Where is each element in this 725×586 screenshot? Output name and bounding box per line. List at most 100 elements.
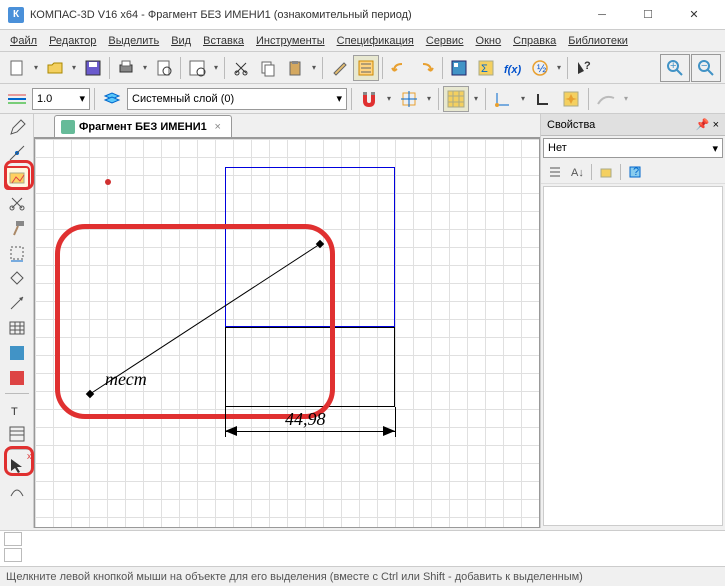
paste-button[interactable]	[282, 55, 308, 81]
sort-az-button[interactable]: A↓	[567, 162, 587, 182]
cut-button[interactable]	[228, 55, 254, 81]
sketch-dropdown[interactable]: ▾	[621, 94, 631, 103]
folder-button[interactable]	[596, 162, 616, 182]
menu-view[interactable]: Вид	[165, 33, 197, 49]
menu-file[interactable]: Файл	[4, 33, 43, 49]
select-tool[interactable]: x	[4, 453, 30, 477]
title-text: КОМПАС-3D V16 x64 - Фрагмент БЕЗ ИМЕНИ1 …	[30, 9, 579, 21]
line-weight-combo[interactable]: 1.0▾	[32, 88, 90, 110]
app-icon: К	[8, 7, 24, 23]
param-tool[interactable]	[4, 241, 30, 265]
status-text: Щелкните левой кнопкой мыши на объекте д…	[6, 571, 583, 583]
cmd-btn-2[interactable]	[4, 548, 22, 562]
menu-window[interactable]: Окно	[470, 33, 508, 49]
arrow-tool[interactable]	[4, 291, 30, 315]
sort-cat-button[interactable]	[545, 162, 565, 182]
snap-button[interactable]	[396, 86, 422, 112]
spec-tool[interactable]	[4, 422, 30, 446]
new-dropdown[interactable]: ▾	[31, 63, 41, 72]
svg-text:Σ: Σ	[481, 63, 488, 75]
undo-button[interactable]	[386, 55, 412, 81]
drawing-canvas[interactable]: тест 44,98	[34, 138, 540, 528]
close-button[interactable]: ✕	[671, 0, 717, 30]
text-tool[interactable]: T	[4, 397, 30, 421]
canvas-wrap: Фрагмент БЕЗ ИМЕНИ1 × тест 44,98	[34, 114, 540, 528]
paste-dropdown[interactable]: ▾	[309, 63, 319, 72]
manager-button[interactable]	[446, 55, 472, 81]
left-toolbar: T x	[0, 114, 34, 528]
curve-tool[interactable]	[4, 478, 30, 502]
zoom-out-button[interactable]: −	[691, 54, 721, 82]
panel-close-button[interactable]: ×	[713, 119, 719, 131]
info-button[interactable]: ?	[625, 162, 645, 182]
pin-icon[interactable]: 📌	[696, 119, 710, 131]
num1-dropdown[interactable]: ▾	[554, 63, 564, 72]
dim-arrow-right	[383, 426, 395, 436]
magnet-dropdown[interactable]: ▾	[384, 94, 394, 103]
num1-button[interactable]: ½	[527, 55, 553, 81]
minimize-button[interactable]: ─	[579, 0, 625, 30]
point-tool[interactable]	[4, 141, 30, 165]
dimension-tool[interactable]	[4, 166, 30, 190]
list-button[interactable]	[353, 55, 379, 81]
svg-text:f(x): f(x)	[504, 64, 521, 76]
menu-libs[interactable]: Библиотеки	[562, 33, 634, 49]
properties-button[interactable]	[184, 55, 210, 81]
copy-button[interactable]	[255, 55, 281, 81]
print-button[interactable]	[113, 55, 139, 81]
open-button[interactable]	[42, 55, 68, 81]
statusbar: Щелкните левой кнопкой мыши на объекте д…	[0, 566, 725, 586]
menu-help[interactable]: Справка	[507, 33, 562, 49]
brush-button[interactable]	[326, 55, 352, 81]
menu-spec[interactable]: Спецификация	[331, 33, 420, 49]
magnet-button[interactable]	[356, 86, 382, 112]
open-dropdown[interactable]: ▾	[69, 63, 79, 72]
maximize-button[interactable]: ☐	[625, 0, 671, 30]
red-tool[interactable]	[4, 366, 30, 390]
svg-text:+: +	[670, 60, 676, 72]
measure-tool[interactable]	[4, 266, 30, 290]
layers-button[interactable]	[99, 86, 125, 112]
coord-dropdown[interactable]: ▾	[518, 94, 528, 103]
help-button[interactable]: ?	[571, 55, 597, 81]
save-button[interactable]	[80, 55, 106, 81]
snap-dropdown[interactable]: ▾	[424, 94, 434, 103]
dim-text: 44,98	[285, 409, 326, 430]
properties-toolbar: A↓ ?	[541, 160, 725, 184]
fx-button[interactable]: f(x)	[500, 55, 526, 81]
menu-insert[interactable]: Вставка	[197, 33, 250, 49]
tab-icon	[61, 120, 75, 134]
sketch-button[interactable]	[593, 86, 619, 112]
tab-close-button[interactable]: ×	[211, 120, 225, 134]
pencil-tool[interactable]	[4, 116, 30, 140]
scissors-tool[interactable]	[4, 191, 30, 215]
layer-combo[interactable]: Системный слой (0)▾	[127, 88, 347, 110]
menu-editor[interactable]: Редактор	[43, 33, 102, 49]
properties-header: Свойства 📌 ×	[541, 114, 725, 136]
new-button[interactable]	[4, 55, 30, 81]
blue-tool[interactable]	[4, 341, 30, 365]
sparkle-button[interactable]	[558, 86, 584, 112]
grid-button[interactable]	[443, 86, 469, 112]
vars-button[interactable]: Σ	[473, 55, 499, 81]
print-dropdown[interactable]: ▾	[140, 63, 150, 72]
hammer-tool[interactable]	[4, 216, 30, 240]
menu-service[interactable]: Сервис	[420, 33, 470, 49]
line-style-button[interactable]	[4, 86, 30, 112]
redo-button[interactable]	[413, 55, 439, 81]
zoom-in-button[interactable]: +	[660, 54, 690, 82]
tab-label: Фрагмент БЕЗ ИМЕНИ1	[79, 121, 207, 133]
document-tab[interactable]: Фрагмент БЕЗ ИМЕНИ1 ×	[54, 115, 232, 137]
menu-instruments[interactable]: Инструменты	[250, 33, 331, 49]
label-text: тест	[105, 369, 147, 390]
table-tool[interactable]	[4, 316, 30, 340]
properties-filter-combo[interactable]: Нет▾	[543, 138, 723, 158]
cmd-btn-1[interactable]	[4, 532, 22, 546]
menu-select[interactable]: Выделить	[102, 33, 165, 49]
grid-dropdown[interactable]: ▾	[471, 94, 481, 103]
ortho-button[interactable]	[530, 86, 556, 112]
tab-bar: Фрагмент БЕЗ ИМЕНИ1 ×	[34, 114, 540, 138]
coord-button[interactable]	[490, 86, 516, 112]
properties-dropdown[interactable]: ▾	[211, 63, 221, 72]
preview-button[interactable]	[151, 55, 177, 81]
